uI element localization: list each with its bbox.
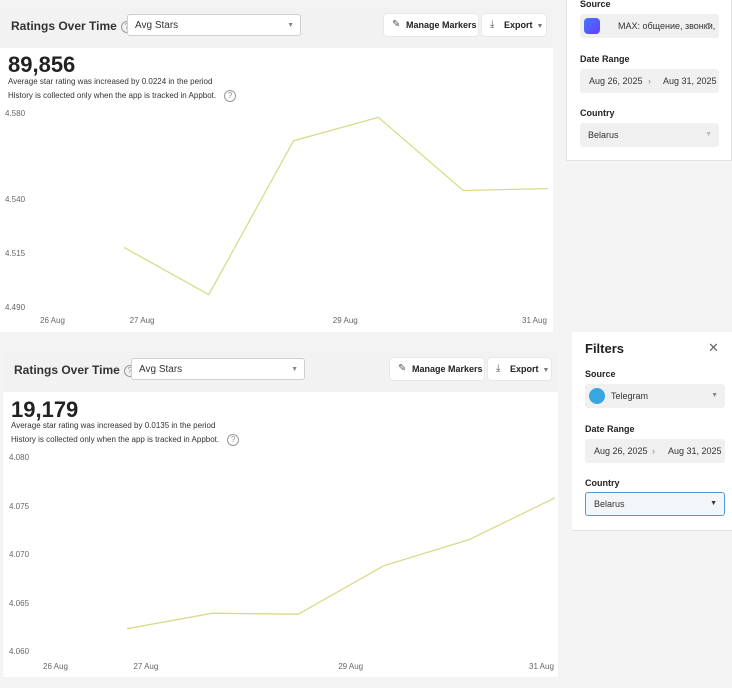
y-tick-label: 4.065: [9, 598, 30, 608]
source-select[interactable]: MAX: общение, звонки, ▼: [580, 14, 719, 38]
y-tick-label: 4.080: [9, 453, 30, 462]
y-tick-label: 4.540: [5, 195, 26, 205]
date-range-label: Date Range: [580, 54, 630, 64]
chart-plot: [123, 116, 549, 296]
chevron-down-icon: ▼: [287, 22, 294, 29]
pencil-icon: ✎: [392, 19, 401, 30]
metric-select[interactable]: Avg Stars ▼: [131, 358, 305, 380]
filters-panel-top: Source MAX: общение, звонки, ▼ Date Rang…: [566, 0, 732, 161]
chart-plot: [126, 497, 556, 630]
change-text: Average star rating was increased by 0.0…: [8, 77, 213, 86]
source-select[interactable]: Telegram ▼: [585, 384, 725, 408]
x-tick-label: 31 Aug: [529, 662, 554, 671]
y-tick-label: 4.060: [9, 647, 30, 656]
pencil-icon: ✎: [398, 363, 407, 374]
chevron-down-icon: ▼: [705, 22, 712, 29]
history-note: History is collected only when the app i…: [8, 90, 237, 102]
y-tick-label: 4.075: [9, 501, 30, 511]
help-icon[interactable]: ?: [224, 90, 237, 102]
x-tick-label: 29 Aug: [332, 316, 358, 325]
date-range-label: Date Range: [585, 424, 635, 434]
country-label: Country: [585, 478, 620, 488]
date-to[interactable]: Aug 31, 2025: [663, 76, 717, 86]
app-icon-max: [584, 18, 600, 34]
date-range-picker[interactable]: Aug 26, 2025 › Aug 31, 2025: [585, 439, 725, 463]
y-tick-label: 4.580: [5, 109, 26, 118]
x-tick-label: 31 Aug: [522, 316, 547, 325]
rating-total: 89,856: [8, 52, 76, 77]
filters-panel-bottom: Filters ✕ Source Telegram ▼ Date Range A…: [572, 332, 732, 531]
metric-select[interactable]: Avg Stars ▼: [127, 14, 301, 36]
date-from[interactable]: Aug 26, 2025: [589, 76, 643, 86]
x-tick-label: 29 Aug: [338, 662, 364, 671]
manage-markers-button[interactable]: ✎ Manage Markers: [390, 358, 484, 380]
series-line: [123, 116, 549, 296]
date-to[interactable]: Aug 31, 2025: [668, 446, 722, 456]
y-tick-label: 4.070: [9, 550, 30, 559]
x-tick-label: 26 Aug: [40, 316, 65, 325]
x-tick-label: 27 Aug: [129, 316, 155, 325]
chevron-down-icon: ▼: [710, 500, 717, 507]
rating-total: 19,179: [11, 397, 79, 422]
date-from[interactable]: Aug 26, 2025: [594, 446, 648, 456]
country-label: Country: [580, 108, 615, 118]
y-tick-label: 4.515: [5, 249, 26, 259]
filters-heading: Filters: [585, 341, 625, 356]
x-tick-label: 27 Aug: [133, 662, 159, 671]
series-line: [126, 497, 556, 630]
export-button[interactable]: ⤓ Export ▼: [488, 358, 551, 380]
country-select[interactable]: Belarus ▼: [580, 123, 719, 147]
source-label: Source: [585, 369, 616, 379]
manage-markers-button[interactable]: ✎ Manage Markers: [384, 14, 478, 36]
chevron-down-icon: ▼: [705, 131, 712, 138]
y-tick-label: 4.490: [5, 303, 26, 312]
card-header: Ratings Over Time? Avg Stars ▼ ✎ Manage …: [3, 352, 558, 392]
arrow-right-icon: ›: [652, 446, 655, 456]
download-icon: ⤓: [490, 19, 495, 30]
date-range-picker[interactable]: Aug 26, 2025 › Aug 31, 2025: [580, 69, 719, 93]
ratings-card-top: Ratings Over Time? Avg Stars ▼ ✎ Manage …: [0, 8, 553, 332]
x-tick-label: 26 Aug: [43, 662, 68, 671]
close-icon[interactable]: ✕: [708, 340, 719, 355]
app-icon-telegram: [589, 388, 605, 404]
arrow-right-icon: ›: [648, 76, 651, 86]
chevron-down-icon: ▼: [291, 366, 298, 373]
chevron-down-icon: ▼: [542, 367, 550, 374]
source-label: Source: [580, 0, 611, 9]
country-select[interactable]: Belarus ▼: [585, 492, 725, 516]
chevron-down-icon: ▼: [536, 23, 544, 30]
card-header: Ratings Over Time? Avg Stars ▼ ✎ Manage …: [0, 8, 553, 48]
help-icon[interactable]: ?: [227, 434, 240, 446]
download-icon: ⤓: [496, 363, 501, 374]
export-button[interactable]: ⤓ Export ▼: [482, 14, 546, 36]
change-text: Average star rating was increased by 0.0…: [11, 421, 216, 430]
ratings-card-bottom: Ratings Over Time? Avg Stars ▼ ✎ Manage …: [3, 352, 558, 677]
history-note: History is collected only when the app i…: [11, 434, 240, 446]
chevron-down-icon: ▼: [711, 392, 718, 399]
